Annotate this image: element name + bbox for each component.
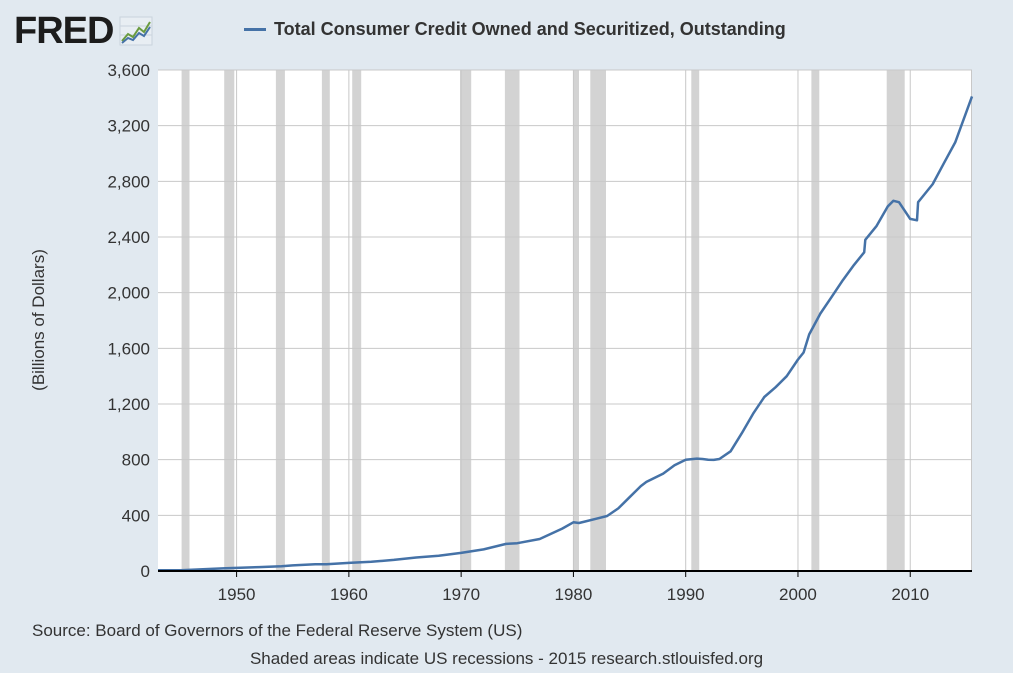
x-axis-ticks: 1950 1960 1970 1980 1990 2000 2010 — [218, 571, 929, 604]
series-line[interactable] — [157, 95, 974, 572]
recession-band — [352, 70, 362, 571]
x-tick-label: 2010 — [891, 585, 929, 604]
y-tick-label: 0 — [141, 562, 150, 581]
recession-band — [504, 70, 520, 571]
y-tick-label: 2,400 — [107, 228, 150, 247]
y-tick-label: 2,000 — [107, 284, 150, 303]
fred-logo-text: FRED — [14, 10, 114, 52]
x-tick-label: 2000 — [779, 585, 817, 604]
y-tick-label: 400 — [122, 506, 150, 525]
y-axis-ticks: 0 400 800 1,200 1,600 2,000 2,400 2,800 3,200 3,6… — [107, 61, 150, 581]
recession-band — [573, 70, 579, 571]
recession-band — [224, 70, 235, 571]
recession-band — [691, 70, 700, 571]
fred-chart-icon — [119, 16, 153, 46]
footer-note: Shaded areas indicate US recessions - 20… — [249, 649, 764, 668]
x-tick-label: 1950 — [218, 585, 256, 604]
y-tick-label: 1,600 — [107, 339, 150, 358]
legend-label: Total Consumer Credit Owned and Securiti… — [274, 19, 786, 39]
recession-band — [321, 70, 330, 571]
recession-band — [275, 70, 285, 571]
y-tick-label: 800 — [122, 451, 150, 470]
x-tick-label: 1990 — [667, 585, 705, 604]
recession-bands — [181, 70, 905, 571]
legend-swatch — [244, 28, 266, 31]
series-layer — [157, 95, 974, 572]
chart-legend[interactable]: Total Consumer Credit Owned and Securiti… — [244, 19, 786, 40]
y-tick-label: 3,600 — [107, 61, 150, 80]
fred-logo[interactable]: FRED — [14, 10, 153, 52]
x-tick-label: 1980 — [555, 585, 593, 604]
x-tick-label: 1970 — [442, 585, 480, 604]
recession-band — [886, 70, 905, 571]
source-note: Source: Board of Governors of the Federa… — [32, 621, 523, 640]
y-tick-label: 2,800 — [107, 172, 150, 191]
plot-background — [158, 70, 972, 571]
gridlines — [158, 69, 972, 571]
y-tick-label: 1,200 — [107, 395, 150, 414]
y-tick-label: 3,200 — [107, 117, 150, 136]
recession-band — [181, 70, 190, 571]
recession-band — [590, 70, 606, 571]
y-axis-label: (Billions of Dollars) — [29, 249, 48, 391]
recession-band — [460, 70, 472, 571]
x-tick-label: 1960 — [330, 585, 368, 604]
